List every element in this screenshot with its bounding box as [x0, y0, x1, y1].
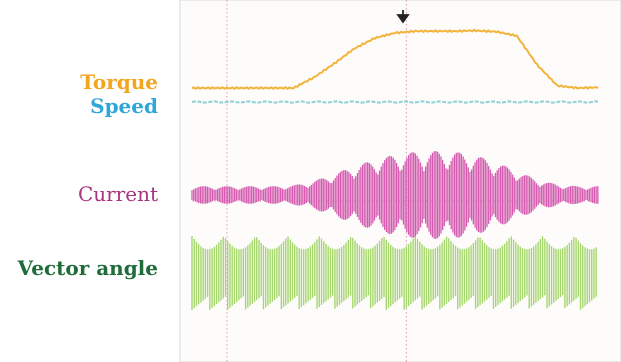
torque-trace: [191, 28, 599, 91]
speed-trace: [191, 100, 599, 104]
current-label: Current: [78, 182, 158, 206]
vector-angle-trace: [191, 236, 597, 310]
vector-angle-label: Vector angle: [17, 256, 158, 280]
speed-label: Speed: [90, 94, 158, 118]
trigger-arrow-icon: [396, 10, 410, 24]
current-trace: [191, 151, 599, 239]
torque-label: Torque: [80, 70, 158, 94]
traces: [191, 28, 599, 310]
